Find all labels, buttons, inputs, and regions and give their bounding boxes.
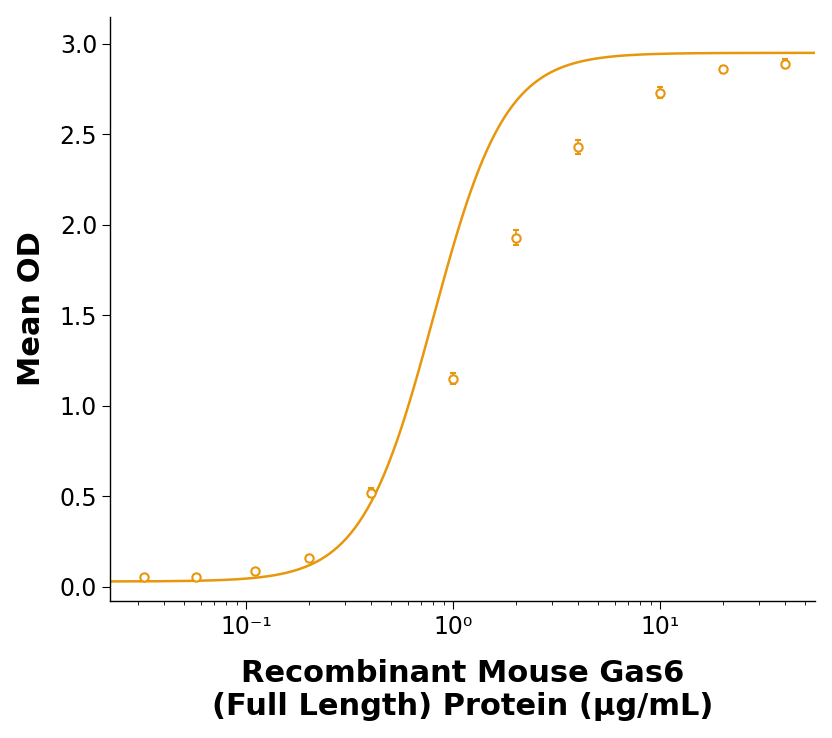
X-axis label: Recombinant Mouse Gas6
(Full Length) Protein (µg/mL): Recombinant Mouse Gas6 (Full Length) Pro… [212,659,714,721]
Y-axis label: Mean OD: Mean OD [17,232,46,387]
